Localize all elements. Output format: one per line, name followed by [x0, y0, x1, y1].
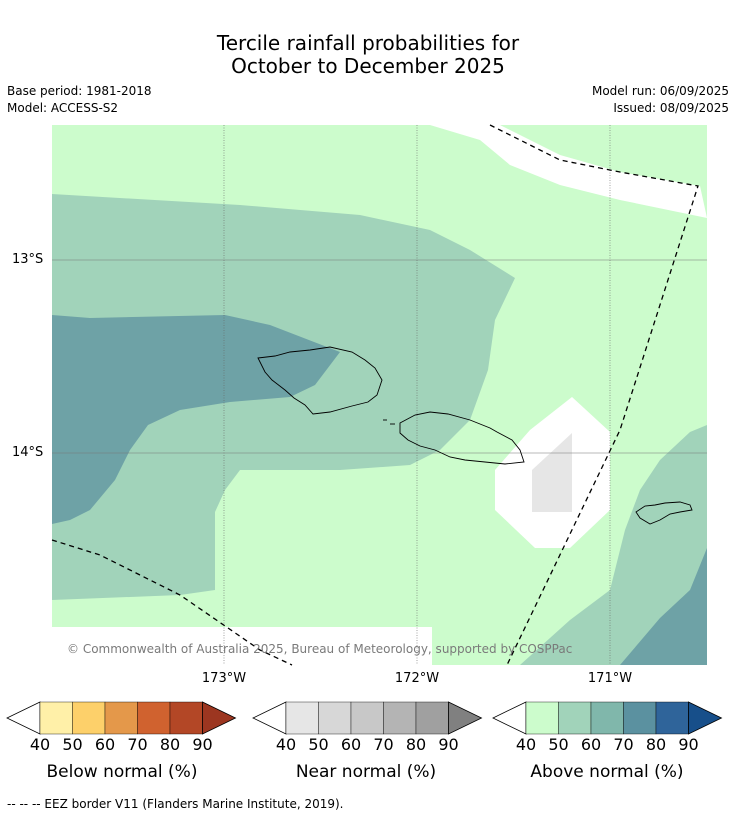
colorbar-near-low-extend: [252, 701, 287, 735]
colorbar-above-tick: 40: [515, 735, 537, 754]
colorbar-below-segment: [169, 701, 203, 735]
colorbar-above-label: Above normal (%): [530, 762, 684, 782]
colorbar-above-segment: [525, 701, 559, 735]
colorbar-near-tick: 90: [438, 735, 459, 754]
gridlines: [223, 125, 611, 665]
model-run: Model run: 06/09/2025: [591, 84, 729, 98]
lon-label-171w: 171°W: [587, 671, 633, 686]
colorbar-below-segment: [72, 701, 106, 735]
issued-date: Issued: 08/09/2025: [613, 101, 729, 115]
colorbar-above-tick: 70: [613, 735, 634, 754]
region-white-bottom: [52, 627, 432, 665]
colorbar-near-segment: [415, 701, 449, 735]
lat-label-13s: 13°S: [12, 252, 44, 267]
colorbar-below-high-extend: [202, 701, 237, 735]
colorbar-near-tick: 60: [340, 735, 362, 754]
colorbar-below-tick: 50: [62, 735, 83, 754]
copyright-notice: © Commonwealth of Australia 2025, Bureau…: [67, 642, 573, 656]
model-name: Model: ACCESS-S2: [7, 101, 119, 115]
colorbar-above-high-extend: [688, 701, 723, 735]
colorbar-above-tick: 60: [580, 735, 602, 754]
eez-border: [51, 124, 699, 666]
colorbars: [6, 701, 723, 735]
colorbar-above-segment: [558, 701, 592, 735]
eez-legend: -- -- -- EEZ border V11 (Flanders Marine…: [7, 797, 344, 811]
map-title-line1: Tercile rainfall probabilities for: [216, 31, 520, 55]
colorbar-below-segment: [39, 701, 73, 735]
colorbar-below-low-extend: [6, 701, 41, 735]
colorbar-below-segment: [137, 701, 171, 735]
colorbar-below-tick: 70: [127, 735, 148, 754]
base-period: Base period: 1981-2018: [7, 84, 152, 98]
colorbar-near-tick: 40: [275, 735, 297, 754]
region-above-60-70-east: [620, 548, 707, 665]
colorbar-below-tick: 60: [94, 735, 116, 754]
colorbar-below-segment: [104, 701, 138, 735]
colorbar-below-tick: 90: [192, 735, 213, 754]
colorbar-above-segment: [623, 701, 657, 735]
samoa-islands: [257, 346, 693, 525]
colorbar-near-segment: [350, 701, 384, 735]
colorbar-near-segment: [318, 701, 352, 735]
colorbar-near-high-extend: [448, 701, 483, 735]
lon-label-172w: 172°W: [394, 671, 440, 686]
region-above-50-60-east: [520, 425, 707, 665]
colorbar-above-segment: [655, 701, 689, 735]
colorbar-above-tick: 80: [645, 735, 667, 754]
lon-label-173w: 173°W: [201, 671, 247, 686]
colorbar-below-label: Below normal (%): [46, 762, 198, 782]
lat-label-14s: 14°S: [12, 445, 44, 460]
colorbar-near-segment: [285, 701, 319, 735]
colorbar-above-segment: [590, 701, 624, 735]
region-above-60-70: [52, 315, 340, 524]
colorbar-near-label: Near normal (%): [295, 762, 437, 782]
colorbar-below-tick: 80: [159, 735, 181, 754]
colorbar-near-tick: 80: [405, 735, 427, 754]
map-title-line2: October to December 2025: [231, 54, 505, 78]
colorbar-near-tick: 50: [308, 735, 329, 754]
colorbar-above-low-extend: [492, 701, 527, 735]
colorbar-above-tick: 90: [678, 735, 699, 754]
colorbar-below-tick: 40: [29, 735, 51, 754]
region-white-top: [430, 125, 707, 218]
colorbar-above-tick: 50: [548, 735, 569, 754]
colorbar-near-tick: 70: [373, 735, 394, 754]
colorbar-near-segment: [383, 701, 417, 735]
